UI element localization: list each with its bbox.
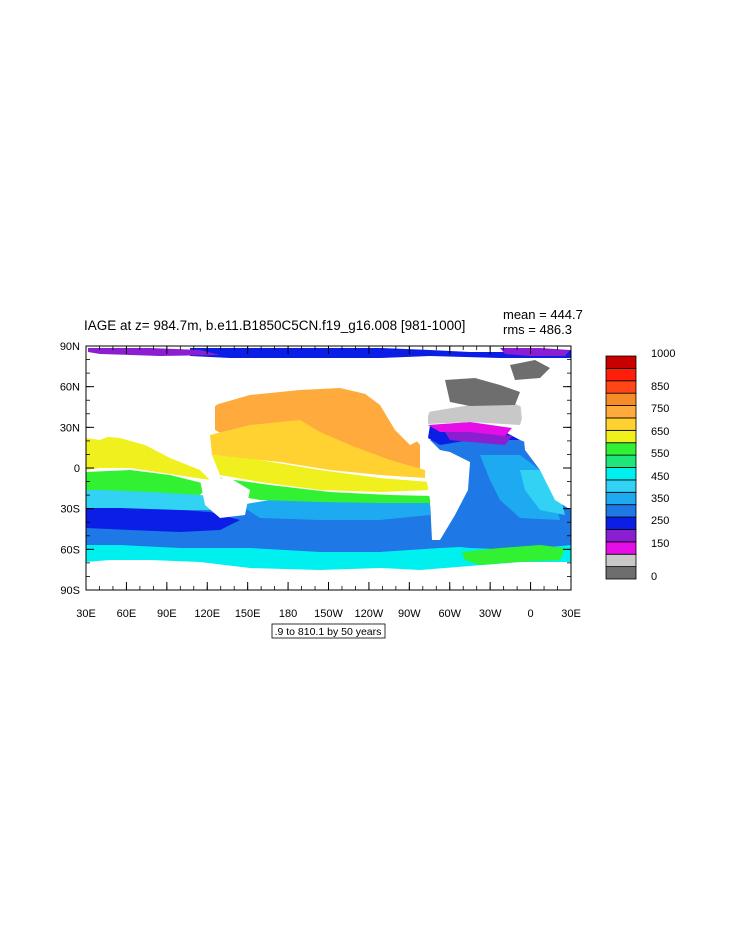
arctic-deep-blue xyxy=(190,348,571,358)
pacific-orange xyxy=(215,388,420,470)
indian-ocean-yellow xyxy=(86,435,210,480)
colorbar-swatch xyxy=(605,380,637,394)
colorbar-label: 1000 xyxy=(651,348,675,360)
map-title: IAGE at z= 984.7m, b.e11.B1850C5CN.f19_g… xyxy=(84,318,465,333)
asia-land xyxy=(100,360,250,430)
lat-label: 30N xyxy=(60,422,80,434)
atlantic-cyan xyxy=(520,470,565,515)
lat-label: 0 xyxy=(74,463,80,475)
africa-land-east xyxy=(520,395,571,510)
colorbar-swatch xyxy=(605,429,637,444)
colorbar-label: 750 xyxy=(651,403,669,415)
longitude-axis: 30E 60E 90E 120E 150E 180 150W 120W 90W 60W 30W 0 30… xyxy=(76,346,581,620)
indian-ocean-cyan xyxy=(86,490,240,510)
lon-label: 150W xyxy=(314,608,343,620)
lon-label: 90W xyxy=(398,608,421,620)
lon-label: 60E xyxy=(117,608,137,620)
colorbar-label: 350 xyxy=(651,493,669,505)
contour-info-box xyxy=(271,623,386,639)
south-atlantic-green xyxy=(462,545,565,565)
lon-label: 90E xyxy=(157,608,177,620)
lon-label: 120W xyxy=(355,608,384,620)
lon-label: 30E xyxy=(561,608,581,620)
lon-label: 30W xyxy=(479,608,502,620)
colorbar xyxy=(605,355,637,580)
colorbar-label: 550 xyxy=(651,448,669,460)
colorbar-label: 250 xyxy=(651,515,669,527)
lat-label: 90N xyxy=(60,341,80,353)
colorbar-swatch xyxy=(605,491,637,506)
colorbar-swatch xyxy=(605,392,637,406)
colorbar-labels: 1000 850 750 650 550 450 350 250 150 0 xyxy=(651,348,675,583)
pacific-light-orange xyxy=(210,420,425,478)
rms-value: rms = 486.3 xyxy=(503,322,572,337)
colorbar-swatch xyxy=(605,541,637,555)
lon-label: 60W xyxy=(438,608,461,620)
arctic-dark-grey xyxy=(445,378,520,406)
colorbar-swatch xyxy=(605,417,637,431)
colorbar-swatch xyxy=(605,367,637,382)
lon-label: 120E xyxy=(194,608,220,620)
pacific-yellow xyxy=(212,455,430,492)
southern-ocean-deep-blue xyxy=(86,508,240,532)
latitude-axis: 90N 60N 30N 0 30S 60S 90S xyxy=(60,341,571,597)
australia-land xyxy=(200,478,250,518)
mean-value: mean = 444.7 xyxy=(503,307,583,322)
colorbar-swatch xyxy=(605,553,637,568)
colorbar-label: 150 xyxy=(651,538,669,550)
lon-label: 180 xyxy=(279,608,297,620)
colorbar-label: 650 xyxy=(651,426,669,438)
arctic-dark-grey-2 xyxy=(510,360,550,380)
colorbar-swatch xyxy=(605,529,637,543)
south-america-land xyxy=(425,448,470,540)
north-atlantic-grey xyxy=(428,402,525,425)
colorbar-label: 850 xyxy=(651,381,669,393)
indian-ocean-green xyxy=(86,470,210,495)
colorbar-swatch xyxy=(605,516,637,530)
colorbar-swatch xyxy=(605,442,637,456)
colorbar-swatch xyxy=(605,504,637,518)
colorbar-label: 450 xyxy=(651,471,669,483)
colorbar-swatch xyxy=(605,454,637,468)
colorbar-swatch xyxy=(605,405,637,419)
ocean-age-field xyxy=(86,346,571,590)
arctic-purple-west xyxy=(88,348,220,356)
pacific-green xyxy=(220,478,432,503)
north-america-land xyxy=(340,360,460,445)
colorbar-label: 0 xyxy=(651,571,657,583)
lat-label: 60N xyxy=(60,382,80,394)
lon-label: 0 xyxy=(528,608,534,620)
north-atlantic-purple xyxy=(445,432,512,445)
lon-label: 30E xyxy=(76,608,96,620)
north-atlantic-magenta xyxy=(428,422,512,436)
colorbar-swatch xyxy=(605,479,637,493)
contour-info: .9 to 810.1 by 50 years xyxy=(275,626,382,638)
lat-label: 90S xyxy=(60,585,80,597)
lat-label: 30S xyxy=(60,504,80,516)
lon-label: 150E xyxy=(235,608,261,620)
lat-label: 60S xyxy=(60,544,80,556)
africa-land xyxy=(86,418,120,440)
colorbar-swatch xyxy=(605,355,637,369)
colorbar-swatch xyxy=(605,566,637,580)
colorbar-swatch xyxy=(605,467,637,481)
